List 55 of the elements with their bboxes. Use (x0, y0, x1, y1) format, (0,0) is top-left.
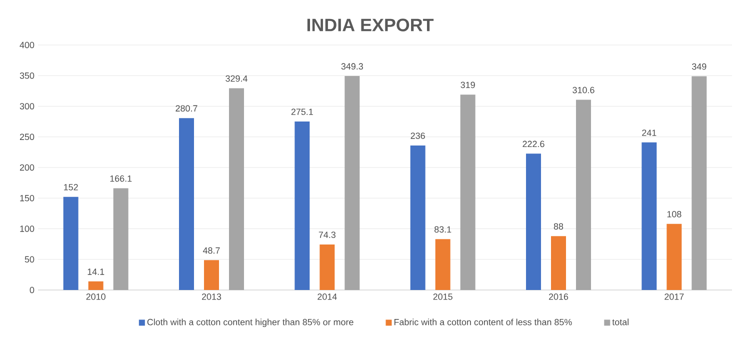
bar (113, 188, 128, 290)
bar (642, 142, 657, 290)
bar (204, 260, 219, 290)
bar (179, 118, 194, 290)
data-label: 349 (692, 63, 706, 70)
data-label: 14.1 (88, 268, 104, 275)
data-label: 88 (554, 223, 564, 230)
data-label: 152 (64, 184, 78, 190)
data-label: 275.1 (291, 108, 313, 115)
data-label: 83.1 (434, 226, 452, 233)
data-label: 319 (460, 82, 475, 88)
y-tick-label: 150 (20, 194, 34, 202)
bar (551, 236, 566, 290)
data-label: 349.3 (341, 63, 363, 70)
bar (294, 122, 310, 290)
bar (344, 76, 360, 290)
legend-label: Cloth with a cotton content higher than 85% or more (147, 318, 354, 328)
bar (229, 88, 244, 290)
data-label: 280.7 (176, 105, 198, 112)
data-label: 108 (667, 210, 682, 218)
data-label: 310.6 (572, 86, 594, 94)
x-tick-label: 2014 (318, 294, 337, 300)
x-tick-label: 2016 (548, 294, 568, 300)
bar (666, 224, 682, 290)
y-tick-label: 0 (30, 286, 34, 294)
data-label: 241 (642, 130, 656, 136)
y-tick-label: 50 (24, 256, 34, 263)
data-label: 222.6 (522, 140, 544, 148)
data-label: 166.1 (110, 175, 132, 182)
legend-label: total (612, 318, 628, 326)
x-tick-label: 2010 (86, 294, 106, 300)
legend-label: Fabric with a cotton content of less than 85% (394, 318, 572, 326)
y-tick-label: 350 (20, 72, 34, 79)
bar (460, 94, 476, 290)
bar (410, 145, 426, 290)
bar (88, 281, 104, 290)
bar (435, 239, 450, 290)
x-tick-label: 2015 (433, 294, 452, 300)
x-tick-label: 2013 (202, 294, 222, 300)
y-tick-label: 250 (20, 134, 34, 140)
bar (692, 76, 707, 290)
y-tick-label: 200 (20, 164, 34, 171)
data-label: 48.7 (202, 247, 220, 254)
y-tick-label: 300 (20, 103, 34, 110)
y-tick-label: 400 (20, 42, 34, 48)
bar (63, 196, 78, 290)
data-label: 329.4 (226, 75, 248, 82)
data-label: 74.3 (318, 232, 336, 238)
data-label: 236 (410, 132, 425, 139)
y-tick-label: 100 (20, 226, 34, 232)
chart-title: INDIA EXPORT (307, 18, 434, 32)
bar (576, 100, 592, 290)
bar (320, 244, 335, 290)
x-tick-label: 2017 (664, 294, 684, 300)
bar (526, 154, 542, 290)
